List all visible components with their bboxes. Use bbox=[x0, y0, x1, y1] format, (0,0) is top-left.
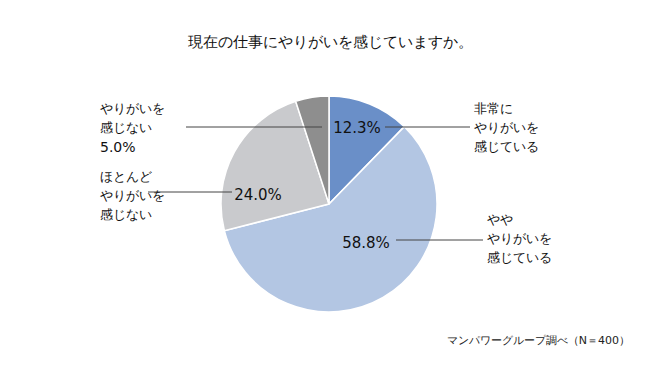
leader-line bbox=[186, 127, 322, 128]
category-label: 感じている bbox=[474, 139, 539, 154]
leader-line bbox=[385, 127, 470, 128]
pie bbox=[221, 96, 437, 312]
value-label: 24.0% bbox=[234, 186, 282, 204]
title: 現在の仕事にやりがいを感じていますか。 bbox=[188, 33, 473, 51]
category-label: ほとんど bbox=[100, 169, 152, 184]
category-label: やりがいを bbox=[474, 120, 539, 135]
category-label: やりがいを bbox=[487, 231, 552, 246]
chart: 現在の仕事にやりがいを感じていますか。非常にやりがいを感じている12.3%ややや… bbox=[0, 0, 660, 375]
labels: 非常にやりがいを感じている12.3%やややりがいを感じている58.8%ほとんどや… bbox=[100, 101, 552, 265]
slice bbox=[296, 96, 329, 204]
category-label: やや bbox=[487, 212, 513, 227]
category-label: 感じない bbox=[100, 207, 152, 222]
leader-line bbox=[396, 240, 483, 241]
category-label: 非常に bbox=[474, 101, 513, 116]
category-label: 感じない bbox=[100, 120, 152, 135]
value-label: 58.8% bbox=[342, 234, 390, 252]
background bbox=[0, 0, 660, 375]
category-label: 感じている bbox=[487, 250, 552, 265]
source-note: マンパワーグループ調べ（N＝400） bbox=[447, 334, 630, 347]
value-label: 12.3% bbox=[333, 119, 381, 137]
category-label: やりがいを bbox=[100, 101, 165, 116]
value-label: 5.0% bbox=[100, 139, 136, 155]
category-label: やりがいを bbox=[100, 188, 165, 203]
